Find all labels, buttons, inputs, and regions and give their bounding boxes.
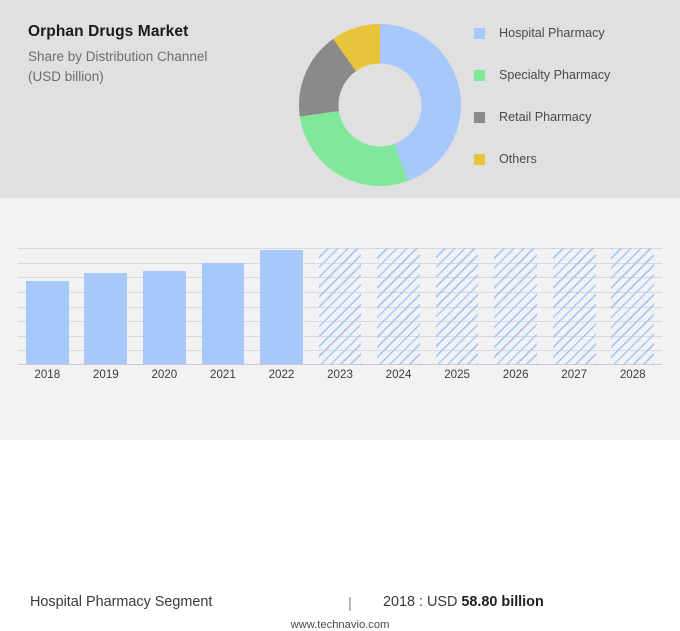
x-axis-label: 2025 [444, 368, 470, 381]
bar-forecast[interactable] [552, 248, 596, 365]
bar-slot [545, 248, 604, 365]
legend-swatch-icon [474, 111, 485, 123]
bar-slot [18, 248, 77, 365]
bar-forecast[interactable] [435, 248, 479, 365]
bar-slot [135, 248, 194, 365]
bar-slot [194, 248, 253, 365]
title-block: Orphan Drugs Market Share by Distributio… [28, 22, 288, 86]
bar-slot [252, 248, 311, 365]
bar-historical[interactable] [25, 280, 69, 365]
page-title: Orphan Drugs Market [28, 23, 189, 40]
footer-value-amount: 58.80 billion [461, 594, 544, 610]
chart-subtitle-line1: Share by Distribution Channel [28, 49, 208, 65]
bar-slot [77, 248, 136, 365]
legend-item-label: Others [499, 152, 537, 166]
bar-slot [369, 248, 428, 365]
bar-group [18, 248, 662, 365]
bar-forecast[interactable] [611, 248, 655, 365]
bar-slot [486, 248, 545, 365]
legend-item-label: Specialty Pharmacy [499, 68, 611, 82]
bar-forecast[interactable] [494, 248, 538, 365]
footer-value: 2018 : USD 58.80 billion [383, 594, 544, 610]
legend-swatch-icon [474, 69, 485, 81]
bottom-panel: 2018 2019 2020 2021 2022 2023 2024 2025 2026 2027… [0, 198, 680, 631]
bar-historical[interactable] [143, 271, 186, 365]
legend-item-retail-pharmacy[interactable]: Retail Pharmacy [474, 96, 674, 138]
legend-item-specialty-pharmacy[interactable]: Specialty Pharmacy [474, 54, 674, 96]
x-axis-label: 2028 [619, 368, 646, 381]
donut-chart [297, 22, 463, 188]
bar-historical[interactable] [201, 263, 245, 365]
legend-item-label: Retail Pharmacy [499, 110, 592, 124]
bar-chart-plot-area [18, 248, 662, 365]
x-axis-labels: 2018 2019 2020 2021 2022 2023 2024 2025 2026 2027… [18, 368, 662, 381]
bar-forecast[interactable] [318, 248, 362, 365]
x-axis-label: 2018 [34, 368, 61, 381]
x-axis-label: 2020 [151, 368, 178, 381]
footer-url: www.technavio.com [290, 619, 390, 631]
legend-swatch-icon [474, 153, 485, 165]
x-axis-label: 2022 [268, 368, 295, 381]
legend-item-label: Hospital Pharmacy [499, 26, 605, 40]
x-axis-label: 2019 [92, 368, 119, 381]
top-panel: Orphan Drugs Market Share by Distributio… [0, 0, 680, 198]
bar-historical[interactable] [260, 250, 303, 365]
x-axis-label: 2024 [385, 368, 412, 381]
x-axis-label: 2021 [210, 368, 236, 381]
footer-segment-label: Hospital Pharmacy Segment [30, 594, 213, 610]
bar-historical[interactable] [84, 272, 128, 365]
axis-baseline [18, 364, 662, 365]
x-axis-label: 2027 [561, 368, 588, 381]
legend-item-hospital-pharmacy[interactable]: Hospital Pharmacy [474, 12, 674, 54]
donut-chart-svg [299, 24, 461, 186]
footer-row: Hospital Pharmacy Segment | 2018 : USD 5… [0, 594, 680, 618]
bar-slot [603, 248, 662, 365]
legend-item-others[interactable]: Others [474, 138, 674, 180]
bar-slot [428, 248, 487, 365]
bar-forecast[interactable] [377, 248, 420, 365]
footer-divider: | [348, 595, 352, 612]
x-axis-label: 2023 [327, 368, 353, 381]
chart-subtitle-line2: (USD billion) [28, 68, 104, 84]
x-axis-label: 2026 [502, 368, 529, 381]
footer-value-prefix: 2018 : USD [383, 594, 462, 610]
donut-hole [338, 63, 422, 147]
chart-subtitle: Share by Distribution Channel (USD billi… [28, 47, 288, 85]
legend-swatch-icon [474, 27, 485, 39]
legend: Hospital Pharmacy Specialty Pharmacy Ret… [474, 12, 674, 180]
bar-slot [311, 248, 370, 365]
